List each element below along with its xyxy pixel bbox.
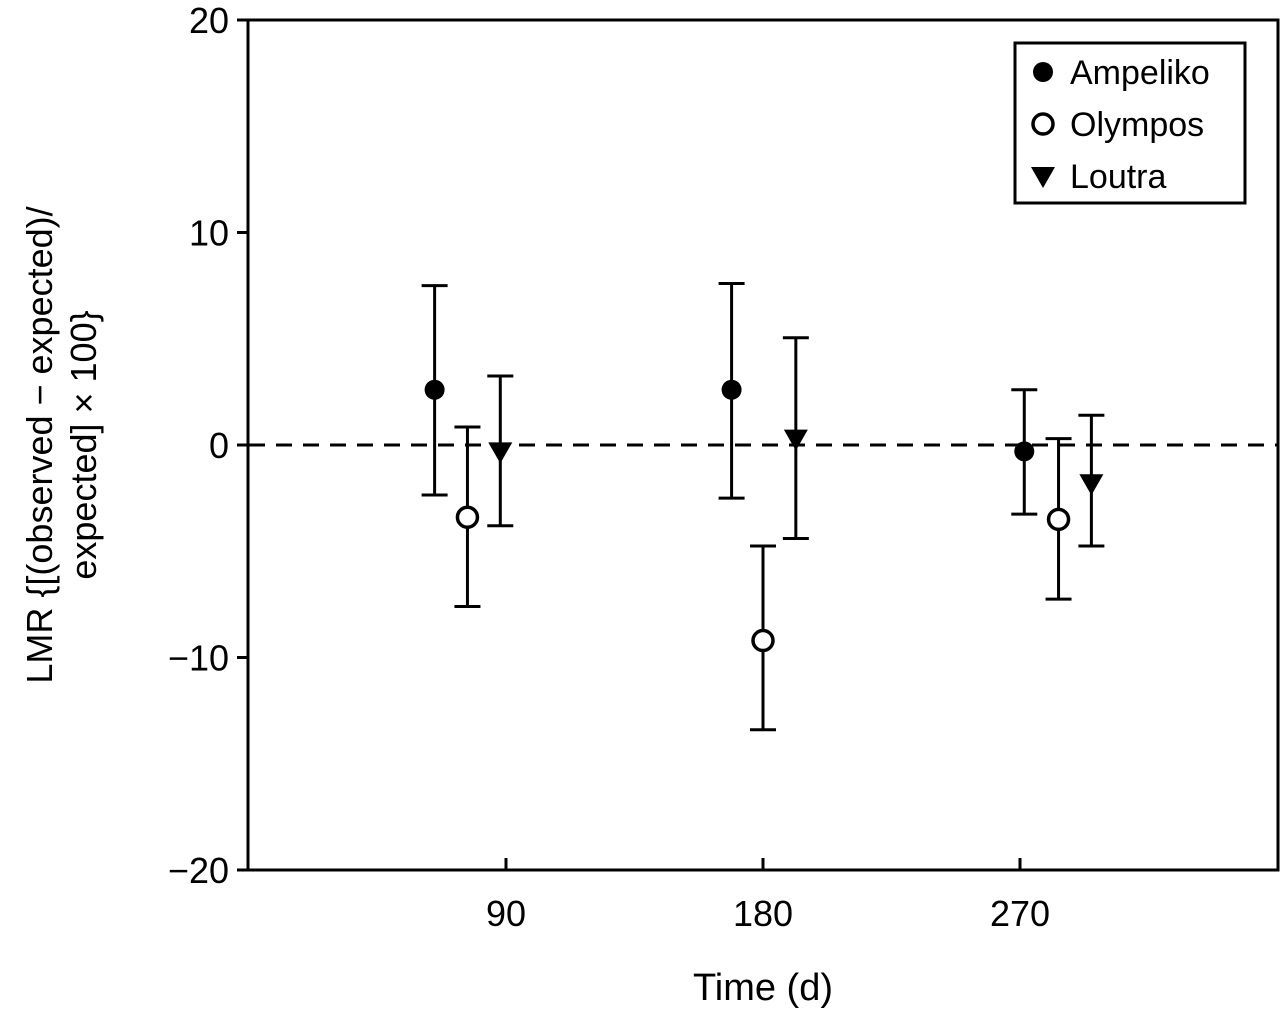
x-tick-label: 90 [486, 893, 526, 934]
legend-label-ampeliko: Ampeliko [1070, 54, 1210, 92]
olympos-point [455, 505, 480, 529]
y-tick-label: −20 [168, 850, 229, 891]
loutra-point [488, 442, 513, 464]
legend-marker-loutra [1031, 167, 1055, 188]
ampeliko-point [721, 379, 742, 400]
legend-marker-ampeliko [1033, 62, 1053, 82]
x-tick-label: 270 [990, 893, 1050, 934]
y-tick-label: 20 [189, 0, 229, 41]
olympos-point [751, 628, 775, 653]
y-axis-label-line-1: LMR {[(observed − expected)/ [19, 206, 60, 683]
loutra-point [783, 429, 808, 451]
y-axis-label-line-2: expected] × 100} [63, 310, 104, 579]
y-tick-label: 10 [189, 213, 229, 254]
legend: Ampeliko Olympos Loutra [1013, 41, 1247, 205]
olympos-point [1046, 507, 1071, 532]
y-tick-label: −10 [168, 638, 229, 679]
x-axis-label: Time (d) [693, 967, 833, 1009]
ampeliko-point [1014, 441, 1035, 462]
loutra-point [1079, 474, 1104, 496]
legend-label-olympos: Olympos [1070, 106, 1204, 144]
legend-label-loutra: Loutra [1070, 158, 1166, 196]
x-tick-label: 180 [733, 893, 793, 934]
y-tick-label: 0 [209, 425, 229, 466]
ampeliko-point [424, 379, 445, 400]
legend-marker-olympos [1031, 112, 1055, 136]
